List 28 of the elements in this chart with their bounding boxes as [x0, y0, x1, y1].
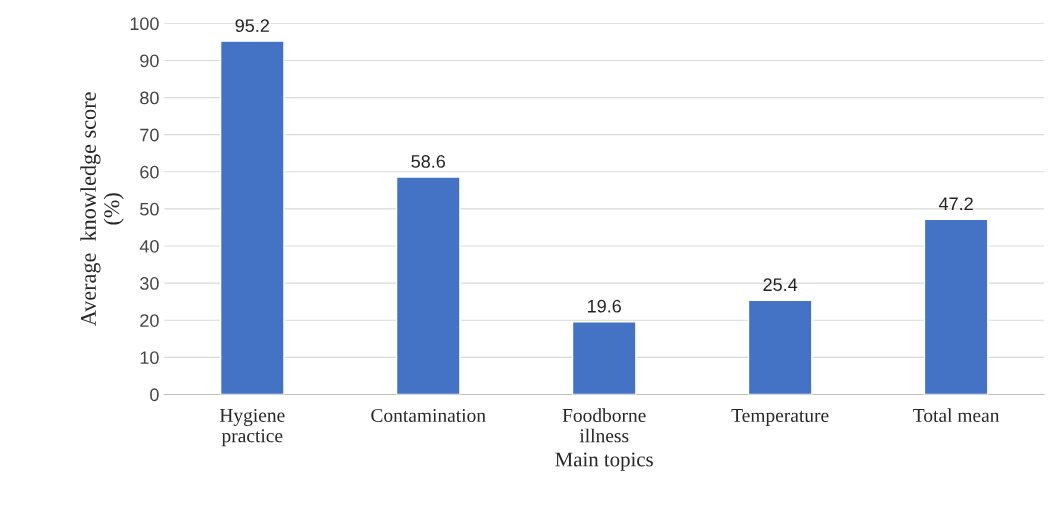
y-tick-label: 70	[140, 128, 159, 142]
bar	[395, 176, 461, 395]
data-label: 25.4	[763, 278, 798, 292]
bar	[571, 321, 637, 395]
data-label: 58.6	[411, 155, 446, 168]
x-tick-label: Hygiene practice	[219, 408, 285, 447]
y-tick-label: 60	[140, 165, 159, 179]
x-tick-label: Foodborne illness	[562, 408, 646, 443]
y-tick-label: 40	[139, 239, 159, 253]
data-label: 95.2	[235, 19, 269, 33]
y-tick-label: 50	[140, 202, 159, 216]
y-tick-label: 0	[150, 388, 159, 402]
y-tick-label: 90	[140, 54, 159, 68]
data-label: 47.2	[938, 197, 973, 210]
x-axis-title: Main topics	[555, 452, 653, 471]
y-tick-label: 80	[140, 91, 159, 105]
bar	[747, 299, 813, 395]
y-axis-title: Average knowledge score (%)	[80, 92, 124, 327]
bar	[923, 218, 989, 395]
bar	[219, 40, 285, 395]
y-tick-label: 10	[140, 351, 159, 365]
data-label: 19.6	[588, 299, 621, 313]
x-tick-label: Temperature	[731, 409, 829, 426]
y-tick-label: 30	[140, 277, 159, 290]
x-tick-label: Contamination	[371, 408, 486, 423]
y-tick-label: 20	[140, 314, 159, 327]
x-tick-label: Total mean	[913, 408, 1000, 423]
y-tick-label: 100	[130, 17, 159, 31]
